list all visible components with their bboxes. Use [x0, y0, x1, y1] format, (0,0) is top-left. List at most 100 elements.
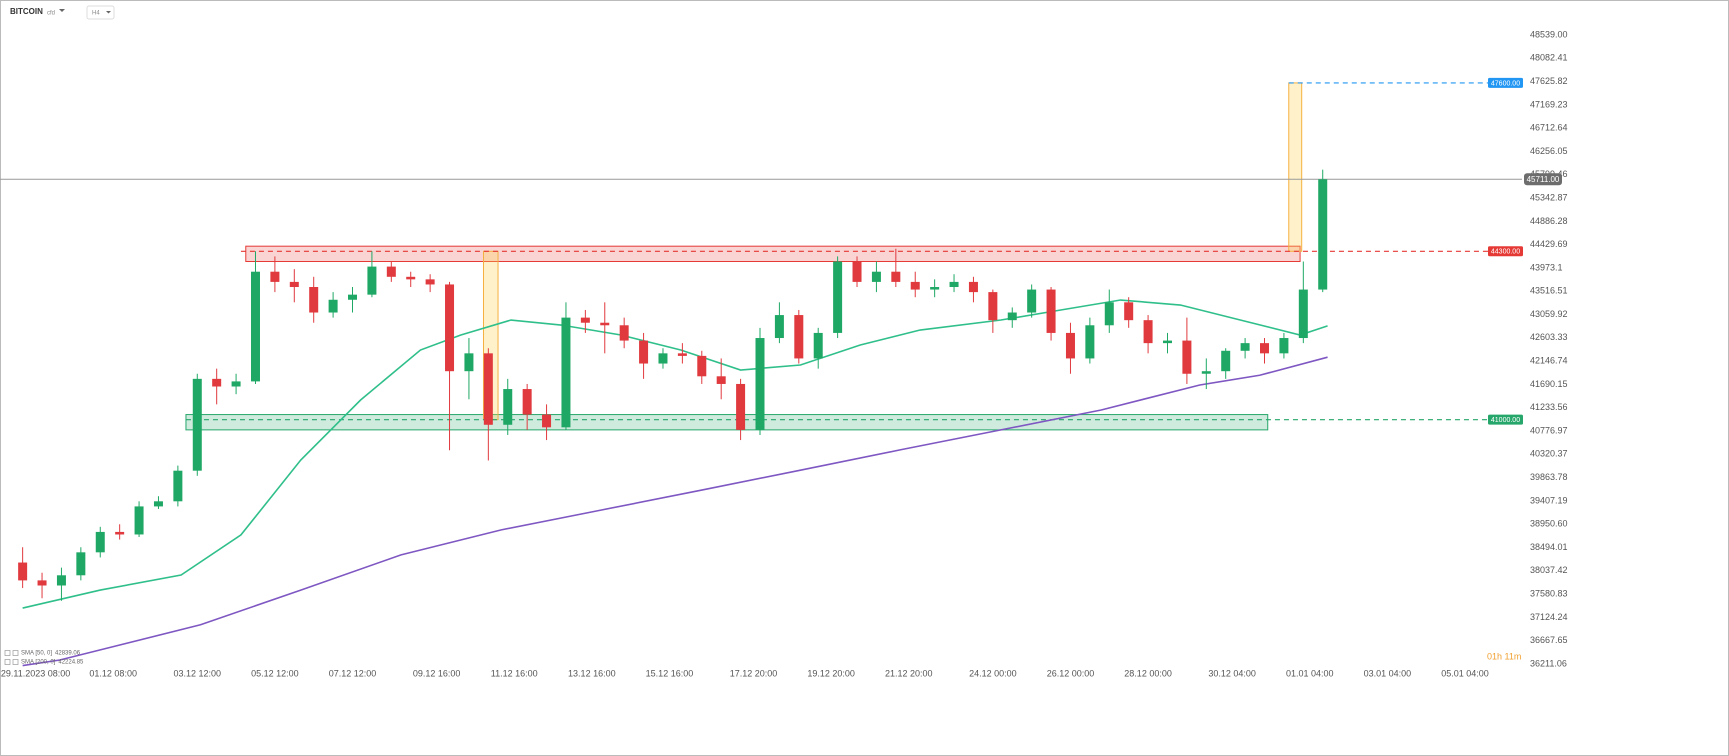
- level-label-box: [1488, 77, 1523, 88]
- dropdown-arrow[interactable]: [106, 11, 111, 14]
- current-price-label: 45711.00: [1527, 175, 1560, 184]
- candle-body: [794, 315, 804, 359]
- y-tick-label: 44429.69: [1530, 239, 1568, 249]
- candle-body: [658, 353, 668, 364]
- level-label-box: [1488, 246, 1523, 257]
- y-tick-label: 37124.24: [1530, 612, 1568, 622]
- candle-body: [328, 299, 338, 313]
- candle-body: [425, 279, 435, 285]
- candle-body: [1279, 338, 1289, 354]
- candle-body: [988, 292, 998, 321]
- candle-body: [1318, 179, 1328, 290]
- x-tick-label: 24.12 00:00: [969, 668, 1017, 678]
- y-tick-label: 36211.06: [1530, 658, 1567, 668]
- candle-body: [37, 580, 47, 586]
- y-tick-label: 41690.15: [1530, 379, 1568, 389]
- candle-body: [1085, 325, 1095, 359]
- candle-body: [289, 281, 299, 288]
- candle-body: [639, 340, 649, 364]
- y-tick-label: 48082.41: [1530, 53, 1568, 63]
- x-tick-label: 01.01 04:00: [1286, 668, 1334, 678]
- support-resistance-zone: [245, 245, 1301, 262]
- instrument-type[interactable]: cfd: [47, 11, 55, 17]
- timeframe[interactable]: H4: [92, 11, 100, 17]
- candle-body: [445, 284, 455, 372]
- y-tick-label: 36667.65: [1530, 635, 1568, 645]
- legend-value: 42224.85: [58, 660, 84, 666]
- instrument-name: BITCOIN: [10, 7, 43, 16]
- candle-body: [833, 261, 843, 333]
- candle-body: [173, 470, 183, 502]
- candle-body: [1240, 343, 1250, 351]
- candle-body: [250, 271, 260, 382]
- y-tick-label: 46712.64: [1530, 123, 1568, 133]
- candle-body: [56, 575, 66, 586]
- y-tick-label: 43059.92: [1530, 309, 1568, 319]
- y-tick-label: 38494.01: [1530, 542, 1568, 552]
- legend-icon: [4, 650, 11, 656]
- x-tick-label: 21.12 20:00: [885, 668, 933, 678]
- y-tick-label: 43973.1: [1530, 262, 1563, 272]
- y-tick-label: 44886.28: [1530, 216, 1568, 226]
- y-tick-label: 47169.23: [1530, 99, 1568, 109]
- candle-body: [1124, 302, 1134, 321]
- x-tick-label: 19.12 20:00: [807, 668, 855, 678]
- legend-icon: [12, 659, 19, 665]
- y-tick-label: 39407.19: [1530, 495, 1568, 505]
- candle-body: [1221, 350, 1231, 372]
- candle-body: [716, 376, 726, 384]
- candle-body: [95, 531, 105, 553]
- x-tick-label: 05.01 04:00: [1441, 668, 1489, 678]
- candle-body: [522, 389, 532, 415]
- candle-body: [697, 355, 707, 377]
- candle-body: [1007, 312, 1017, 321]
- y-tick-label: 41233.56: [1530, 402, 1568, 412]
- legend-icon: [12, 650, 19, 656]
- y-tick-label: 46256.05: [1530, 146, 1568, 156]
- candle-body: [503, 389, 513, 425]
- x-tick-label: 26.12 00:00: [1047, 668, 1095, 678]
- y-tick-label: 37580.83: [1530, 589, 1568, 599]
- y-tick-label: 47625.82: [1530, 76, 1568, 86]
- dropdown-arrow[interactable]: [59, 9, 65, 12]
- candle-body: [192, 378, 202, 471]
- x-tick-label: 05.12 12:00: [251, 668, 299, 678]
- candle-body: [348, 294, 358, 300]
- x-tick-label: 07.12 12:00: [329, 668, 377, 678]
- candle-body: [736, 383, 746, 430]
- legend-name: SMA [200, 0]: [21, 660, 56, 666]
- candle-body: [406, 276, 416, 280]
- level-label: 47600.00: [1491, 80, 1520, 87]
- candle-body: [677, 353, 687, 356]
- candle-body: [930, 287, 940, 290]
- y-tick-label: 40776.97: [1530, 425, 1568, 435]
- support-resistance-zone: [185, 414, 1269, 431]
- measure-range: [1288, 82, 1303, 252]
- candle-body: [309, 287, 319, 313]
- candle-body: [968, 281, 978, 293]
- candle-body: [1298, 289, 1308, 339]
- x-tick-label: 29.11.2023 08:00: [1, 668, 70, 678]
- candle-body: [153, 501, 163, 507]
- x-tick-label: 03.01 04:00: [1364, 668, 1412, 678]
- candle-body: [231, 381, 241, 387]
- candle-body: [115, 531, 125, 535]
- sma-line: [22, 299, 1328, 609]
- y-tick-label: 42603.33: [1530, 332, 1568, 342]
- candle-body: [1162, 340, 1172, 344]
- timeframe-button[interactable]: [86, 5, 115, 20]
- sma-line: [22, 356, 1328, 667]
- candle-body: [891, 271, 901, 282]
- candle-body: [561, 317, 571, 428]
- candle-body: [619, 325, 629, 341]
- candle-body: [542, 414, 552, 428]
- candle-body: [134, 506, 144, 535]
- y-tick-label: 45342.87: [1530, 192, 1568, 202]
- candle-body: [270, 271, 280, 282]
- candle-body: [1260, 343, 1270, 354]
- candle-body: [367, 266, 377, 295]
- y-tick-label: 43516.51: [1530, 286, 1568, 296]
- y-tick-label: 38037.42: [1530, 565, 1568, 575]
- candle-body: [910, 281, 920, 290]
